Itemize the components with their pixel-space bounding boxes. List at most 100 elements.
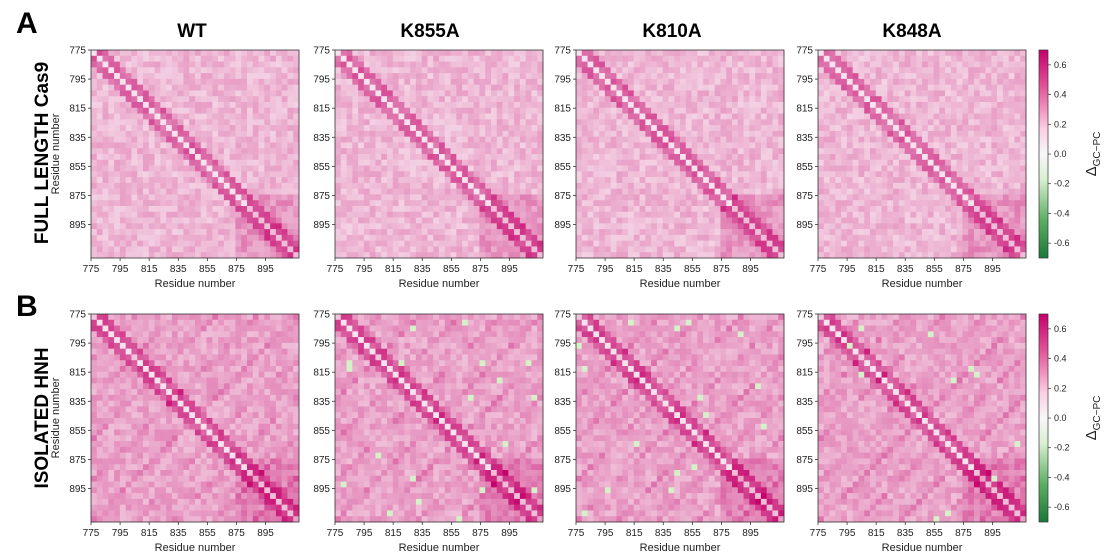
heatmap-cell — [610, 142, 617, 149]
heatmap-cell — [467, 50, 474, 57]
heatmap-cell — [628, 223, 635, 230]
heatmap-cell — [502, 136, 509, 143]
heatmap-cell — [444, 229, 451, 236]
heatmap-cell — [462, 171, 469, 178]
heatmap-cell — [439, 61, 446, 68]
heatmap-cell — [968, 96, 975, 103]
heatmap-cell — [760, 125, 767, 132]
heatmap-cell — [708, 154, 715, 161]
heatmap-cell — [281, 107, 288, 114]
heatmap-cell — [720, 136, 727, 143]
heatmap-cell — [392, 229, 399, 236]
heatmap-cell — [864, 200, 871, 207]
heatmap-cell — [410, 211, 417, 218]
heatmap-cell — [778, 165, 785, 172]
heatmap-cell — [979, 206, 986, 213]
heatmap-cell — [450, 50, 457, 57]
heatmap-cell — [398, 223, 405, 230]
heatmap-cell — [335, 217, 342, 224]
heatmap-cell — [962, 194, 969, 201]
heatmap-cell — [206, 84, 213, 91]
heatmap-cell — [604, 50, 611, 57]
heatmap-cell — [346, 148, 353, 155]
heatmap-cell — [404, 211, 411, 218]
heatmap-cell — [404, 154, 411, 161]
heatmap-cell — [177, 102, 184, 109]
heatmap-cell — [223, 61, 230, 68]
heatmap-cell — [287, 154, 294, 161]
heatmap-cell — [950, 61, 957, 68]
heatmap-cell — [467, 240, 474, 247]
heatmap-cell — [656, 206, 663, 213]
heatmap-cell — [346, 90, 353, 97]
heatmap-cell — [697, 234, 704, 241]
heatmap-cell — [662, 67, 669, 74]
heatmap-cell — [1008, 84, 1015, 91]
heatmap-cell — [148, 223, 155, 230]
heatmap-cell — [270, 102, 277, 109]
heatmap-cell — [841, 55, 848, 62]
heatmap-cell — [450, 113, 457, 120]
heatmap-cell — [450, 252, 457, 259]
heatmap-cell — [531, 113, 538, 120]
heatmap-cell — [714, 119, 721, 126]
heatmap-cell — [680, 252, 687, 259]
heatmap-cell — [183, 165, 190, 172]
heatmap-cell — [829, 107, 836, 114]
heatmap-cell — [581, 165, 588, 172]
heatmap-cell — [166, 194, 173, 201]
heatmap-cell — [148, 50, 155, 57]
heatmap-cell — [96, 107, 103, 114]
heatmap-cell — [531, 159, 538, 166]
heatmap-cell — [247, 96, 254, 103]
heatmap-cell — [841, 188, 848, 195]
heatmap-cell — [189, 78, 196, 85]
heatmap-cell — [956, 148, 963, 155]
heatmap-cell — [910, 188, 917, 195]
heatmap-cell — [519, 229, 526, 236]
heatmap-cell — [531, 102, 538, 109]
heatmap-cell — [212, 148, 219, 155]
heatmap-cell — [668, 73, 675, 80]
heatmap-cell — [852, 142, 859, 149]
heatmap-cell — [218, 229, 225, 236]
heatmap-cell — [502, 73, 509, 80]
heatmap-cell — [108, 55, 115, 62]
heatmap-cell — [881, 194, 888, 201]
heatmap-cell — [462, 67, 469, 74]
heatmap-cell — [502, 154, 509, 161]
heatmap-cell — [200, 252, 207, 259]
heatmap-cell — [335, 154, 342, 161]
heatmap-cell — [171, 177, 178, 184]
heatmap-cell — [933, 206, 940, 213]
heatmap-cell — [755, 165, 762, 172]
heatmap-cell — [392, 90, 399, 97]
heatmap-cell — [264, 217, 271, 224]
heatmap-cell — [720, 142, 727, 149]
heatmap-cell — [537, 55, 544, 62]
heatmap-cell — [137, 136, 144, 143]
heatmap-cell — [604, 246, 611, 253]
heatmap-cell — [519, 217, 526, 224]
heatmap-cell — [166, 113, 173, 120]
heatmap-cell — [189, 130, 196, 137]
heatmap-cell — [433, 125, 440, 132]
heatmap-cell — [778, 200, 785, 207]
heatmap-cell — [410, 171, 417, 178]
heatmap-cell — [732, 252, 739, 259]
heatmap-cell — [755, 50, 762, 57]
heatmap-cell — [340, 119, 347, 126]
heatmap-cell — [576, 165, 583, 172]
heatmap-cell — [375, 240, 382, 247]
heatmap-cell — [674, 84, 681, 91]
heatmap-cell — [927, 73, 934, 80]
heatmap-cell — [829, 90, 836, 97]
heatmap-cell — [622, 194, 629, 201]
heatmap-cell — [421, 252, 428, 259]
heatmap-cell — [502, 217, 509, 224]
heatmap-cell — [247, 234, 254, 241]
heatmap-cell — [604, 107, 611, 114]
heatmap-cell — [137, 107, 144, 114]
heatmap-cell — [1002, 177, 1009, 184]
heatmap-cell — [628, 148, 635, 155]
